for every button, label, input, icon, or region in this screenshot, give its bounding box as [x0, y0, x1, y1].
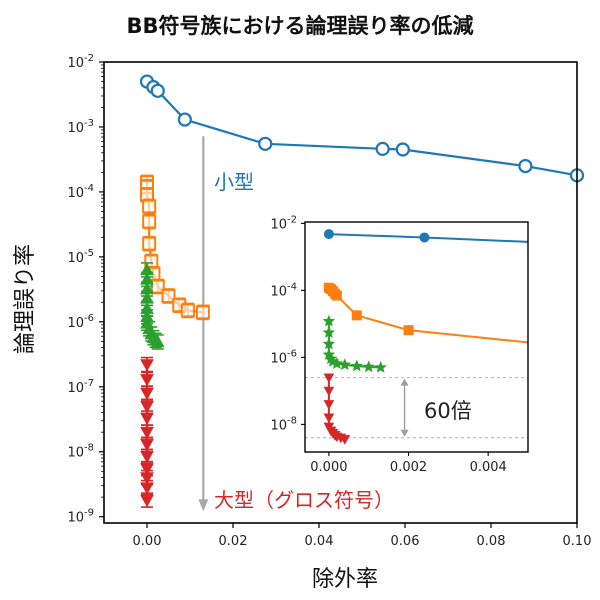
inset-series-2-point	[322, 337, 336, 350]
inset-series-2-point	[322, 314, 336, 327]
main-plot-frame: 0.00 0.02 0.04 0.06 0.08 0.10 10-9 10-8 10-7 10-6…	[67, 53, 591, 549]
ratio-label: 60倍	[424, 399, 472, 423]
inset-series-3-point	[323, 373, 335, 384]
inset-x-tick-label: 0.002	[390, 460, 427, 475]
series-1-point	[142, 214, 157, 229]
series-1	[140, 174, 210, 321]
series-0-point	[375, 141, 390, 156]
y-tick-label: 10-6	[67, 313, 94, 331]
guide-arrow-head	[198, 499, 209, 512]
series-0-point	[258, 136, 273, 151]
inset-y-tick-label: 10-6	[270, 348, 297, 366]
inset-series-2-point	[322, 326, 336, 338]
annotation-large: 大型（グロス符号）	[214, 488, 394, 512]
x-tick-label: 0.08	[477, 534, 506, 549]
series-3-point	[140, 463, 154, 476]
series-3-point	[140, 412, 154, 426]
series-3	[140, 356, 154, 508]
inset-series-3-point	[323, 400, 335, 410]
series-0-point	[395, 142, 410, 157]
inset-series-3-point	[323, 413, 335, 424]
main-plot-border	[103, 61, 578, 524]
inset-series-1-point	[331, 290, 342, 301]
inset-series-2-point	[330, 357, 344, 369]
main-plot	[139, 74, 585, 512]
inset-series-3-point	[339, 435, 351, 445]
inset-series-3-point	[323, 386, 335, 397]
series-0	[139, 74, 585, 183]
inset-series-0	[323, 229, 529, 243]
inset-y-tick-label: 10-4	[270, 281, 297, 299]
series-1-point	[142, 236, 157, 251]
x-tick-label: 0.00	[133, 534, 162, 549]
inset-series-2-point	[350, 359, 363, 372]
series-1-point	[180, 303, 195, 318]
ratio-arrow-head-down	[400, 429, 409, 437]
ratio-arrow-head-up	[400, 378, 409, 386]
series-2	[140, 262, 165, 350]
y-tick-label: 10-9	[67, 508, 94, 526]
series-3-point	[140, 359, 154, 372]
inset-series-2-point	[362, 360, 375, 373]
inset-background	[305, 222, 528, 452]
series-3-point	[140, 451, 154, 464]
series-0-point	[150, 83, 165, 98]
y-tick-label: 10-3	[67, 118, 94, 136]
series-1-point	[161, 288, 176, 303]
inset-series-1-point	[351, 310, 362, 321]
x-tick-label: 0.04	[305, 534, 334, 549]
inset-series-1-point	[403, 325, 414, 336]
inset-series-2	[322, 314, 387, 373]
y-tick-label: 10-5	[67, 248, 94, 266]
x-tick-label: 0.06	[391, 534, 420, 549]
y-tick-label: 10-7	[67, 378, 94, 396]
series-0-point	[518, 158, 533, 174]
y-tick-label: 10-4	[67, 183, 94, 201]
series-0-point	[177, 112, 192, 127]
series-3-point	[140, 472, 154, 485]
annotation-small: 小型	[214, 170, 254, 194]
inset-series-2-point	[374, 360, 387, 373]
inset-plot: 60倍 0.000 0.002 0.004 10-8 10-6 10-4 10-2	[270, 214, 529, 475]
x-axis-label: 除外率	[312, 567, 378, 592]
series-3-point	[140, 426, 154, 440]
series-3-point	[140, 387, 154, 401]
inset-x-tick-label: 0.004	[470, 460, 507, 475]
series-3-point	[140, 401, 154, 414]
inset-series-2-point	[338, 358, 352, 371]
series-1-point	[142, 199, 157, 214]
x-tick-label: 0.02	[219, 534, 248, 549]
y-axis-label: 論理誤り率	[13, 244, 38, 354]
inset-y-tick-label: 10-2	[270, 214, 297, 232]
inset-x-tick-label: 0.000	[310, 460, 347, 475]
series-0-line	[146, 80, 578, 177]
series-1-point	[195, 305, 210, 320]
y-tick-label: 10-8	[67, 443, 94, 461]
x-tick-label: 0.10	[563, 534, 592, 549]
series-3-point	[140, 374, 154, 387]
y-tick-label: 10-2	[67, 53, 94, 71]
inset-series-0-point	[419, 232, 430, 243]
inset-series-1	[323, 282, 529, 344]
inset-border	[304, 221, 529, 453]
series-3-point	[140, 439, 154, 452]
series-3-point	[140, 494, 154, 508]
inset-y-tick-label: 10-8	[270, 415, 297, 433]
inset-series-0-point	[323, 229, 334, 240]
series-2-point	[150, 334, 165, 348]
chart-title: BB符号族における論理誤り率の低減	[126, 14, 473, 38]
series-3-point	[140, 482, 154, 495]
inset-series-3	[323, 373, 351, 445]
